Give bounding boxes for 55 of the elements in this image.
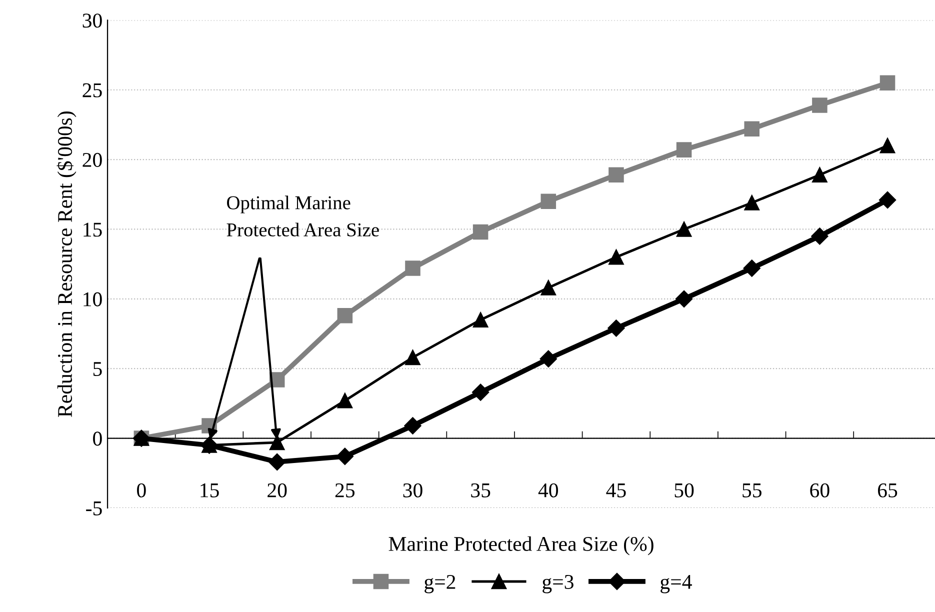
x-tick-label: 45 [606, 483, 626, 498]
point [540, 280, 556, 296]
point [337, 393, 353, 408]
point [744, 195, 760, 210]
x-tick-label: 40 [538, 483, 558, 498]
point [880, 75, 896, 91]
point [336, 448, 354, 465]
point [608, 320, 625, 337]
point [405, 350, 420, 366]
legend-label: g=3 [542, 574, 574, 594]
point [744, 121, 760, 137]
legend-label: g=2 [424, 574, 456, 594]
point [268, 453, 286, 471]
x-axis-title: Marine Protected Area Size (%) [388, 536, 654, 556]
point [405, 260, 420, 276]
point [472, 312, 488, 328]
point [540, 194, 556, 210]
annotation: Optimal Marine Protected Area Size [226, 196, 379, 236]
y-tick-label: 5 [93, 362, 102, 376]
x-tick-label: 0 [137, 483, 146, 498]
point [676, 222, 692, 237]
y-tick-label: 10 [84, 292, 102, 306]
x-tick-label: 15 [200, 483, 219, 498]
point [540, 350, 557, 368]
x-tick-label: 60 [810, 483, 830, 498]
y-tick-label: 0 [93, 432, 102, 446]
point [675, 290, 693, 308]
point [880, 138, 896, 154]
y-tick-label: -5 [86, 502, 102, 516]
point [812, 98, 828, 113]
point [337, 308, 353, 324]
point [472, 224, 488, 240]
x-tick-label: 65 [878, 483, 898, 498]
point [608, 167, 624, 183]
point [269, 434, 285, 450]
point [743, 260, 760, 277]
y-tick-label: 15 [84, 222, 102, 237]
y-tick-label: 25 [82, 83, 102, 98]
point [676, 142, 692, 158]
y-axis-title: Reduction in Resource Rent ($'000s) [56, 112, 76, 417]
y-tick-label: 20 [82, 152, 102, 167]
point [812, 167, 828, 183]
x-tick-label: 55 [742, 484, 762, 498]
point [472, 384, 490, 401]
point [404, 417, 422, 434]
point [608, 249, 624, 265]
y-tick-label: 30 [82, 14, 102, 28]
point [878, 191, 896, 209]
x-tick-label: 30 [403, 483, 422, 498]
x-tick-label: 50 [674, 483, 694, 498]
x-tick-label: 20 [268, 483, 287, 498]
point [811, 228, 828, 245]
x-tick-label: 35 [471, 483, 490, 498]
legend-label: g=4 [660, 575, 692, 594]
x-tick-label: 25 [335, 483, 355, 498]
